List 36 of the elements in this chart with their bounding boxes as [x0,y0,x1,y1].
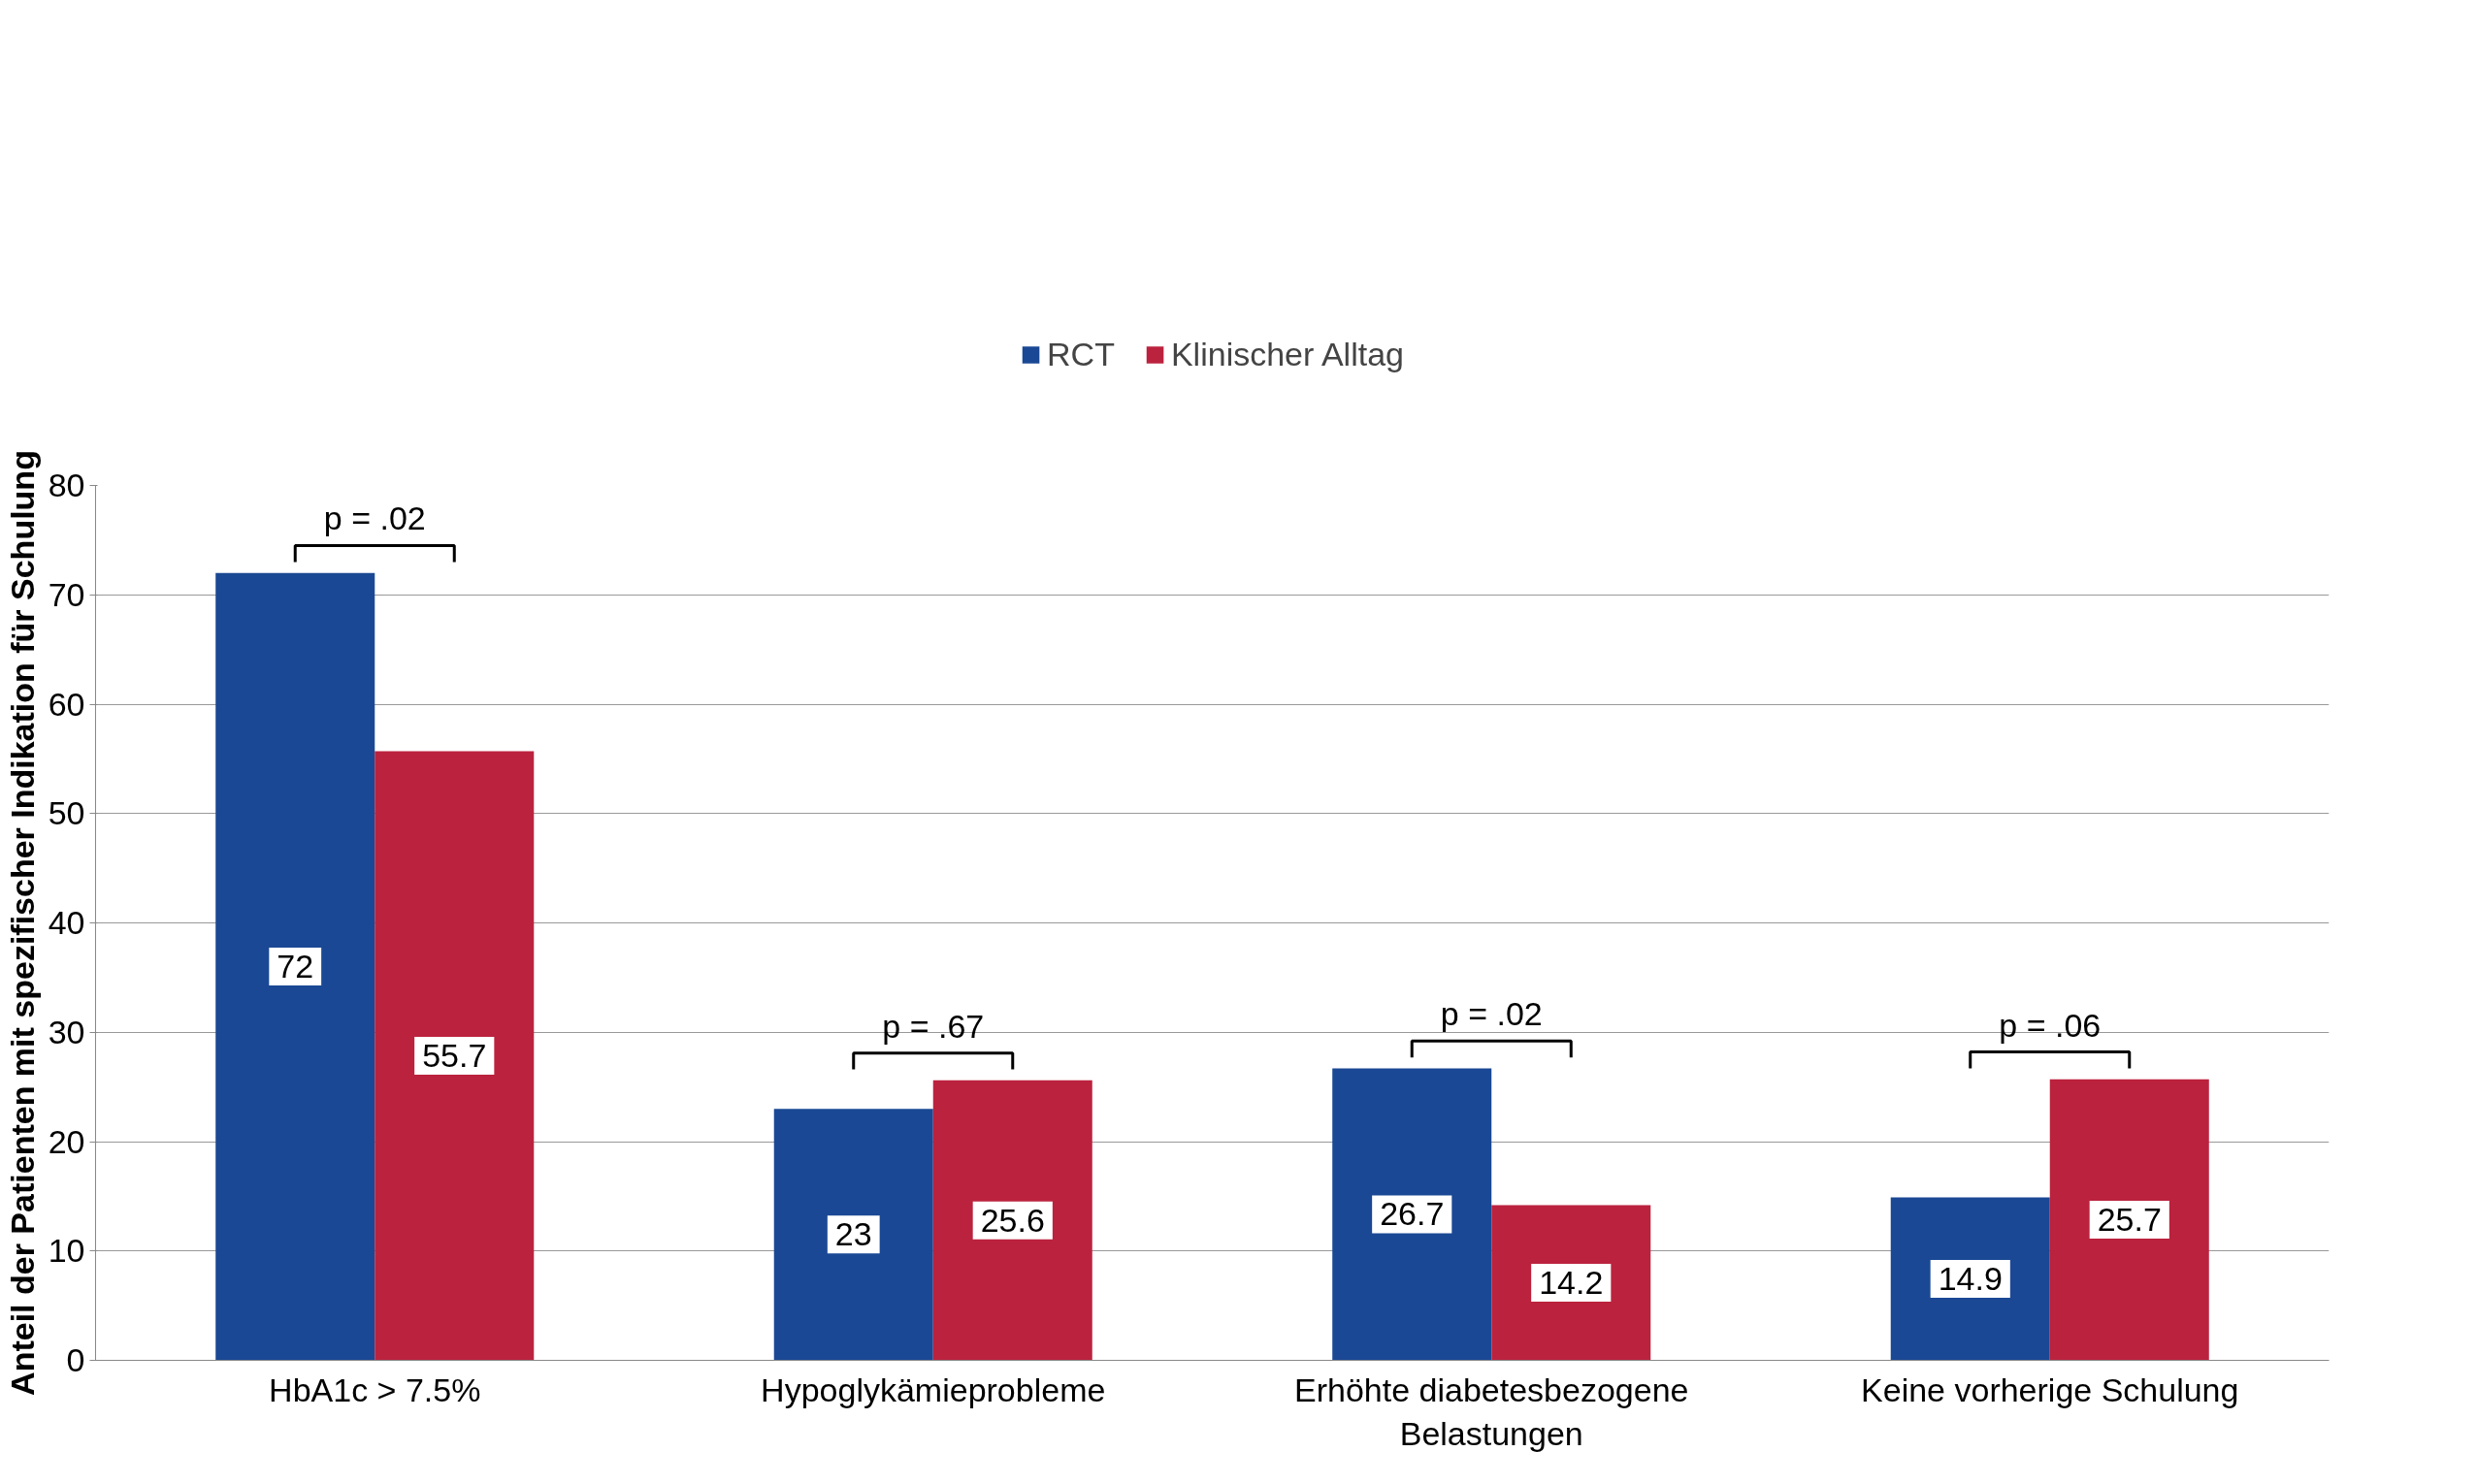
annotation: p = .02 [323,500,426,537]
y-tick-label: 10 [48,1232,85,1270]
x-tick-label: Keine vorherige Schulung [1861,1371,2239,1408]
data-label: 25.7 [2097,1201,2162,1239]
y-axis-title: Anteil der Patienten mit spezifischer Indikation für Schulung [3,450,41,1396]
y-tick-label: 20 [48,1122,85,1160]
y-tick-label: 40 [48,904,85,941]
annotation: p = .06 [1999,1006,2102,1044]
bar [1332,1068,1492,1361]
data-label: 14.2 [1539,1263,1604,1301]
bar [1491,1205,1651,1361]
y-tick-label: 30 [48,1013,85,1050]
data-label: 14.9 [1938,1260,2003,1297]
x-tick-label: Erhöhte diabetesbezogene Belastungen [1294,1371,1689,1453]
x-tick-label: Hypoglykämieprobleme [761,1371,1106,1408]
bar [2049,1079,2209,1361]
x-tick-label: HbA1c > 7.5% [269,1371,481,1408]
bar [375,751,535,1361]
annotation: p = .02 [1440,995,1543,1033]
y-tick-label: 70 [48,575,85,613]
bar [1890,1197,2050,1361]
bar [773,1109,933,1361]
bar [215,572,375,1361]
y-tick-label: 80 [48,467,85,503]
data-label: 23 [834,1215,872,1253]
legend-label: Klinischer Alltag [1170,335,1404,373]
data-label: 25.6 [980,1201,1045,1239]
data-label: 26.7 [1380,1195,1445,1233]
y-tick-label: 0 [66,1341,85,1378]
legend-label: RCT [1047,335,1115,373]
data-label: 55.7 [422,1036,487,1074]
annotation: p = .67 [882,1007,985,1045]
data-label: 72 [277,948,314,985]
y-tick-label: 60 [48,685,85,723]
bar [932,1080,1092,1361]
y-tick-label: 50 [48,794,85,832]
